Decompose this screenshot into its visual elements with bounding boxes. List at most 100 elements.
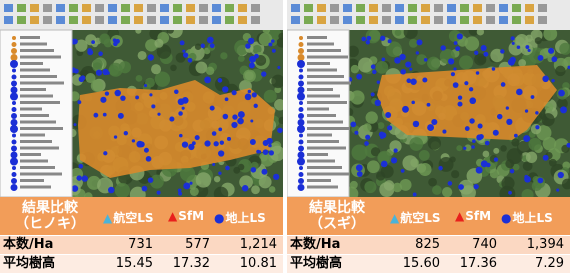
layer-icon [298,48,304,54]
tree-crown [543,137,557,151]
layer-name [20,134,45,137]
tree-point [80,75,85,80]
row-label: 平均樹高 [290,255,342,273]
layer-icon [10,158,18,166]
tool-icon [291,16,300,24]
layer-icon [298,81,304,87]
layer-name [307,75,344,78]
tree-point [91,40,95,44]
tool-icon [421,16,430,24]
gis-screenshot [0,0,283,197]
legend-label: SfM [465,209,491,223]
tree-point [457,33,463,39]
tool-icon [525,16,534,24]
tree-point [380,132,386,138]
tree-point [413,121,419,127]
tool-icon [460,4,469,12]
layer-icon [298,146,304,152]
layer-name [20,140,52,143]
tree-point [451,72,455,76]
tree-crown [350,90,364,104]
gis-screenshot [287,0,570,197]
layer-icon [11,178,17,184]
tree-point [103,113,107,117]
tree-crown [367,160,380,173]
tree-point [157,191,161,195]
tool-icon [317,4,326,12]
tree-point [366,40,370,44]
tree-crown [99,33,110,44]
tree-crown [251,185,260,194]
layer-name [20,101,60,104]
tool-icon [69,4,78,12]
tool-icon [121,16,130,24]
tree-point [204,77,211,84]
tree-point [188,144,194,150]
tree-crown [376,61,389,74]
tree-crown [206,67,214,75]
tree-point [232,90,237,95]
tree-point [556,189,559,192]
tree-crown [409,137,423,151]
tree-point [182,97,189,104]
tree-point [263,149,269,155]
tree-crown [243,70,256,83]
tool-icon [512,4,521,12]
tool-icon [43,16,52,24]
tree-point [207,37,214,44]
tree-point [178,189,182,193]
tree-crown [154,39,163,48]
tree-point [261,71,266,76]
tree-point [218,78,223,83]
page: 結果比較（ヒノキ）▲航空LS▲SfM●地上LS本数/Ha7315771,214平… [0,0,570,273]
tool-icon [199,4,208,12]
tree-point [248,90,251,93]
legend-label: 航空LS [400,211,440,225]
layer-name [307,101,347,104]
layer-icon [299,107,304,112]
tree-crown [350,181,358,189]
tree-point [218,172,221,175]
tree-point [401,169,405,173]
tool-icon [238,16,247,24]
tree-point [78,164,83,169]
tree-crown [555,66,565,76]
tool-icon [251,4,260,12]
tool-icon [30,4,39,12]
subtitle: （ヒノキ） [0,216,100,232]
tree-crown [214,176,220,182]
layer-name [20,160,48,163]
layer-name [307,140,339,143]
tree-point [242,185,249,192]
tree-point [514,134,518,138]
tool-icon [499,4,508,12]
tree-point [144,84,147,87]
tool-icon [173,16,182,24]
tree-crown [402,155,417,170]
layer-icon [10,60,18,68]
layer-icon [11,119,18,126]
tree-point [220,140,224,144]
tree-crown [238,55,245,62]
tree-point [227,137,231,141]
tool-icon [473,16,482,24]
tool-icon [538,4,547,12]
tree-point [82,175,88,181]
tree-point [476,134,482,140]
cell-value: 731 [93,236,153,254]
layer-icon [297,158,305,166]
tree-crown [477,55,486,64]
layer-icon [12,75,17,80]
tool-icon [43,4,52,12]
tree-crown [451,170,459,178]
tree-point [542,76,549,83]
tree-crown [119,61,131,73]
cell-value: 15.45 [93,255,153,273]
tree-crown [238,164,245,171]
row-label: 平均樹高 [3,255,55,273]
tree-point [96,70,102,76]
tree-point [380,36,385,41]
tree-point [245,43,250,48]
tool-icon [447,4,456,12]
tree-crown [549,159,557,167]
